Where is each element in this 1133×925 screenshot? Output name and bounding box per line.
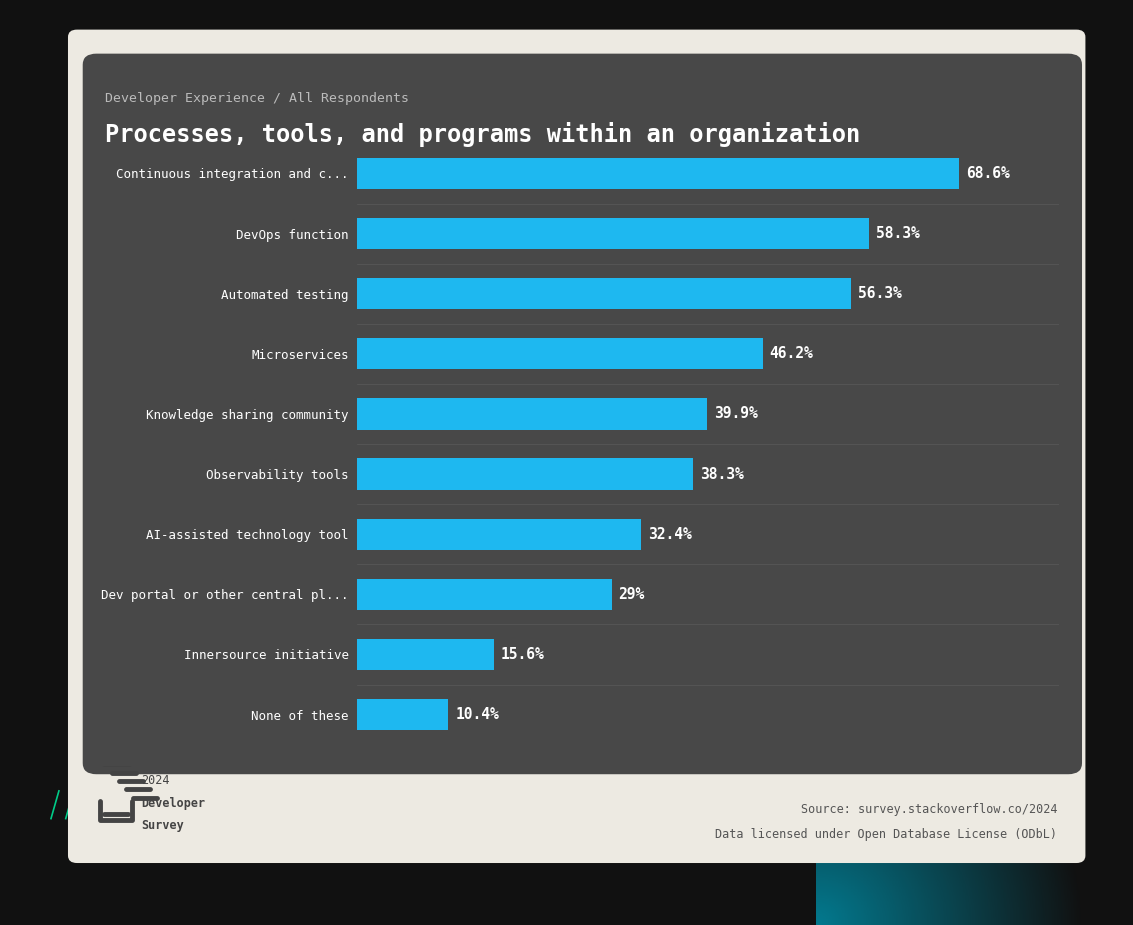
Bar [357, 519, 641, 549]
Text: Developer Experience / All Respondents: Developer Experience / All Respondents [105, 92, 409, 105]
Text: Survey: Survey [142, 820, 184, 832]
Text: 2024: 2024 [142, 774, 170, 787]
Text: 56.3%: 56.3% [859, 286, 902, 302]
Text: 39.9%: 39.9% [714, 406, 758, 422]
Bar [357, 158, 960, 189]
Text: 46.2%: 46.2% [769, 346, 813, 362]
Bar [357, 218, 869, 249]
Text: Data licensed under Open Database License (ODbL): Data licensed under Open Database Licens… [715, 828, 1057, 841]
Text: 15.6%: 15.6% [501, 647, 545, 662]
Text: 29%: 29% [619, 586, 645, 602]
Bar [357, 399, 707, 429]
Text: alura: alura [970, 818, 1082, 857]
Text: 32.4%: 32.4% [648, 526, 692, 542]
Text: Developer: Developer [142, 796, 205, 810]
Bar [357, 579, 612, 610]
Text: 38.3%: 38.3% [700, 466, 744, 482]
Text: Source: survey.stackoverflow.co/2024: Source: survey.stackoverflow.co/2024 [801, 803, 1057, 816]
Text: 68.6%: 68.6% [966, 166, 1010, 181]
Bar [357, 699, 449, 730]
Text: Processes, tools, and programs within an organization: Processes, tools, and programs within an… [105, 121, 861, 147]
Bar [357, 339, 763, 369]
Text: 58.3%: 58.3% [876, 226, 920, 241]
Text: 10.4%: 10.4% [455, 707, 499, 722]
Bar [357, 278, 851, 309]
Bar [357, 459, 693, 489]
Bar [357, 639, 494, 670]
